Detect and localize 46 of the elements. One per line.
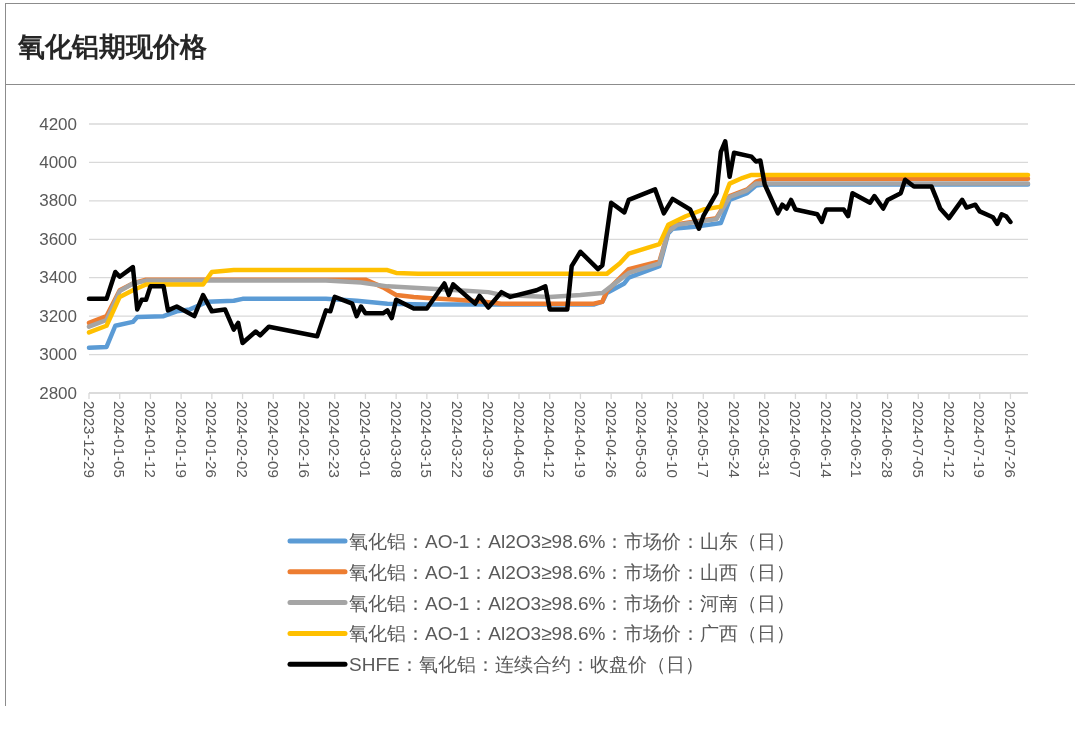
y-tick-label: 3400	[39, 268, 77, 288]
x-tick-label: 2024-05-24	[725, 401, 743, 478]
x-tick-label: 2024-06-28	[879, 401, 897, 478]
y-tick-label: 4000	[39, 152, 77, 172]
line-series	[86, 139, 1013, 346]
x-tick-label: 2024-03-22	[449, 401, 467, 478]
x-tick-label: 2024-07-26	[1001, 401, 1019, 478]
x-tick-label: 2024-02-02	[234, 401, 252, 478]
x-tick-label: 2024-01-12	[141, 401, 159, 478]
x-tick-label: 2024-05-03	[633, 401, 651, 478]
x-tick-label: 2024-03-01	[356, 401, 374, 478]
x-tick-label: 2024-07-12	[940, 401, 958, 478]
y-tick-label: 2800	[39, 383, 77, 403]
x-tick-label: 2024-05-10	[664, 401, 682, 478]
x-tick-label: 2024-03-15	[418, 401, 436, 478]
legend-label: 氧化铝：AO-1：Al2O3≥98.6%：市场价：广西（日）	[349, 622, 796, 644]
x-tick-label: 2024-07-05	[909, 401, 927, 478]
x-tick-label: 2024-01-05	[111, 401, 129, 478]
x-tick-label: 2024-03-29	[479, 401, 497, 478]
x-tick-label: 2024-05-17	[694, 401, 712, 478]
x-tick-label: 2024-01-26	[203, 401, 221, 478]
x-tick-label: 2024-05-31	[756, 401, 774, 478]
x-tick-label: 2024-04-26	[602, 401, 620, 478]
x-tick-label: 2024-02-09	[264, 401, 282, 478]
x-tick-label: 2024-06-14	[817, 401, 835, 478]
y-tick-label: 3200	[39, 306, 77, 326]
x-tick-label: 2024-04-12	[541, 401, 559, 478]
y-tick-label: 3800	[39, 191, 77, 211]
x-tick-label: 2024-01-19	[172, 401, 190, 478]
legend-label: 氧化铝：AO-1：Al2O3≥98.6%：市场价：山东（日）	[349, 530, 796, 552]
x-tick-label: 2024-02-16	[295, 401, 313, 478]
x-tick-label: 2024-04-19	[571, 401, 589, 478]
y-tick-label: 3600	[39, 229, 77, 249]
x-tick-label: 2024-06-21	[848, 401, 866, 478]
legend-label: 氧化铝：AO-1：Al2O3≥98.6%：市场价：河南（日）	[349, 592, 796, 614]
x-tick-label: 2024-06-07	[786, 401, 804, 478]
x-tick-label: 2024-03-08	[387, 401, 405, 478]
y-tick-label: 3000	[39, 345, 77, 365]
legend-label: SHFE：氧化铝：连续合约：收盘价（日）	[349, 653, 704, 675]
x-tick-label: 2024-04-05	[510, 401, 528, 478]
x-tick-label: 2024-02-23	[326, 401, 344, 478]
chart-title: 氧化铝期现价格	[17, 32, 207, 62]
x-tick-label: 2023-12-29	[80, 401, 98, 478]
y-tick-label: 4200	[39, 114, 77, 134]
x-tick-label: 2024-07-19	[971, 401, 989, 478]
legend-label: 氧化铝：AO-1：Al2O3≥98.6%：市场价：山西（日）	[349, 561, 796, 583]
